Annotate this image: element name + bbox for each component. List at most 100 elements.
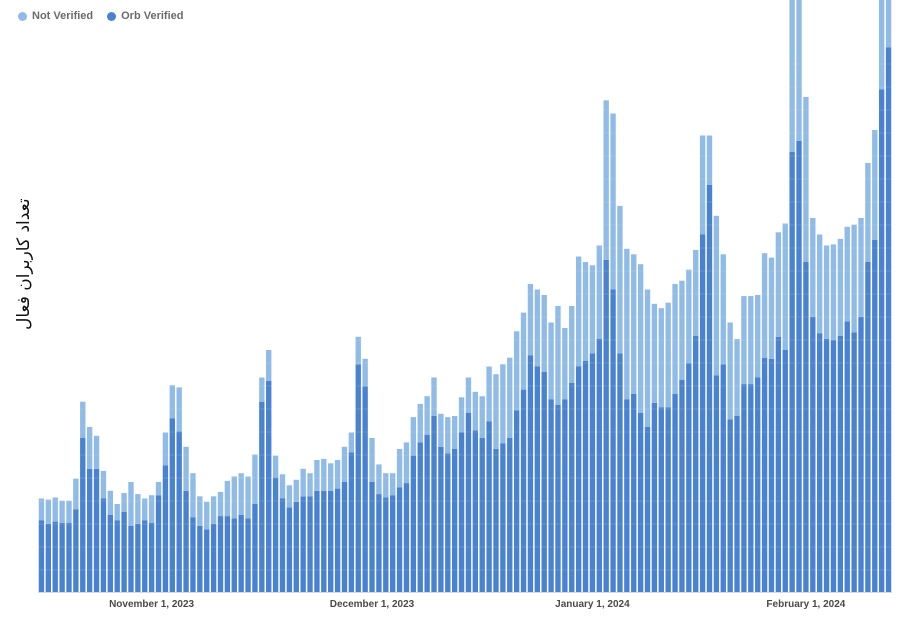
bar-not-verified[interactable]: [73, 478, 79, 510]
bar-orb-verified[interactable]: [286, 507, 293, 592]
bar-not-verified[interactable]: [328, 463, 334, 491]
bar-orb-verified[interactable]: [486, 421, 492, 593]
bar-not-verified[interactable]: [658, 308, 664, 408]
bar-orb-verified[interactable]: [217, 516, 224, 592]
bar-not-verified[interactable]: [135, 494, 141, 524]
bar-orb-verified[interactable]: [121, 511, 127, 592]
bar-not-verified[interactable]: [362, 358, 368, 387]
bar-orb-verified[interactable]: [837, 335, 844, 592]
bar-not-verified[interactable]: [686, 269, 692, 364]
bar-orb-verified[interactable]: [665, 407, 671, 592]
bar-orb-verified[interactable]: [259, 401, 265, 592]
bar-not-verified[interactable]: [272, 455, 279, 478]
bar-orb-verified[interactable]: [823, 339, 830, 592]
bar-not-verified[interactable]: [286, 485, 293, 508]
bar-orb-verified[interactable]: [631, 394, 637, 592]
bar-not-verified[interactable]: [672, 284, 678, 394]
bar-orb-verified[interactable]: [438, 446, 444, 592]
bar-not-verified[interactable]: [431, 377, 437, 417]
bar-orb-verified[interactable]: [197, 526, 203, 592]
bar-orb-verified[interactable]: [348, 452, 355, 592]
bar-not-verified[interactable]: [555, 306, 561, 405]
bar-not-verified[interactable]: [148, 495, 155, 523]
bar-orb-verified[interactable]: [569, 383, 575, 592]
bar-not-verified[interactable]: [507, 357, 513, 438]
bar-not-verified[interactable]: [259, 377, 265, 402]
bar-not-verified[interactable]: [582, 262, 589, 361]
bar-not-verified[interactable]: [706, 135, 713, 186]
bar-not-verified[interactable]: [190, 473, 196, 518]
bar-orb-verified[interactable]: [341, 482, 348, 592]
bar-orb-verified[interactable]: [637, 412, 644, 592]
bar-orb-verified[interactable]: [527, 355, 534, 593]
bar-not-verified[interactable]: [341, 446, 348, 482]
bar-not-verified[interactable]: [562, 328, 568, 400]
bar-not-verified[interactable]: [231, 476, 237, 519]
bar-not-verified[interactable]: [465, 377, 472, 413]
bar-not-verified[interactable]: [865, 163, 871, 262]
bar-not-verified[interactable]: [142, 498, 148, 521]
bar-orb-verified[interactable]: [741, 384, 747, 592]
bar-orb-verified[interactable]: [768, 358, 775, 592]
bar-orb-verified[interactable]: [451, 449, 458, 592]
bar-not-verified[interactable]: [789, 0, 795, 152]
bar-not-verified[interactable]: [858, 218, 864, 317]
bar-orb-verified[interactable]: [355, 364, 361, 592]
bar-orb-verified[interactable]: [596, 339, 602, 592]
bar-orb-verified[interactable]: [562, 399, 568, 593]
bar-orb-verified[interactable]: [279, 498, 286, 593]
bar-orb-verified[interactable]: [624, 399, 630, 593]
bar-not-verified[interactable]: [155, 482, 162, 496]
bar-not-verified[interactable]: [589, 265, 596, 354]
bar-orb-verified[interactable]: [293, 501, 299, 592]
bar-orb-verified[interactable]: [396, 487, 403, 593]
bar-not-verified[interactable]: [823, 245, 830, 340]
bar-orb-verified[interactable]: [555, 405, 561, 592]
bar-not-verified[interactable]: [197, 496, 203, 526]
bar-orb-verified[interactable]: [148, 522, 155, 592]
bar-not-verified[interactable]: [238, 473, 244, 515]
bar-orb-verified[interactable]: [307, 496, 313, 592]
bar-not-verified[interactable]: [217, 491, 224, 517]
bar-not-verified[interactable]: [472, 391, 479, 431]
bar-not-verified[interactable]: [782, 223, 788, 351]
bar-orb-verified[interactable]: [617, 353, 623, 592]
bar-orb-verified[interactable]: [782, 350, 788, 592]
bar-not-verified[interactable]: [403, 442, 410, 484]
bar-not-verified[interactable]: [479, 396, 485, 438]
bar-orb-verified[interactable]: [513, 410, 520, 593]
bar-orb-verified[interactable]: [231, 518, 237, 592]
bar-orb-verified[interactable]: [252, 504, 258, 592]
bar-orb-verified[interactable]: [183, 490, 189, 592]
bar-not-verified[interactable]: [830, 244, 837, 341]
bar-orb-verified[interactable]: [38, 520, 45, 593]
bar-not-verified[interactable]: [458, 397, 465, 433]
bar-not-verified[interactable]: [500, 364, 506, 444]
bar-not-verified[interactable]: [162, 432, 169, 466]
bar-orb-verified[interactable]: [238, 515, 244, 592]
bar-not-verified[interactable]: [679, 280, 685, 380]
bar-orb-verified[interactable]: [589, 353, 596, 592]
bar-orb-verified[interactable]: [190, 517, 196, 592]
bar-not-verified[interactable]: [390, 473, 396, 496]
bar-not-verified[interactable]: [610, 113, 616, 290]
bar-not-verified[interactable]: [734, 339, 740, 416]
bar-not-verified[interactable]: [885, 0, 892, 48]
bar-orb-verified[interactable]: [334, 488, 341, 592]
bar-orb-verified[interactable]: [610, 289, 616, 593]
bar-orb-verified[interactable]: [500, 443, 506, 593]
bar-not-verified[interactable]: [748, 296, 754, 385]
bar-not-verified[interactable]: [210, 496, 217, 524]
bar-orb-verified[interactable]: [865, 262, 871, 592]
bar-orb-verified[interactable]: [417, 442, 423, 592]
bar-orb-verified[interactable]: [603, 259, 609, 592]
bar-not-verified[interactable]: [445, 417, 451, 454]
bar-not-verified[interactable]: [761, 253, 768, 358]
bar-orb-verified[interactable]: [210, 523, 217, 592]
bar-not-verified[interactable]: [169, 385, 175, 419]
bar-not-verified[interactable]: [624, 248, 630, 400]
bar-orb-verified[interactable]: [458, 432, 465, 593]
bar-not-verified[interactable]: [224, 480, 231, 517]
bar-orb-verified[interactable]: [445, 453, 451, 592]
bar-orb-verified[interactable]: [727, 419, 733, 592]
